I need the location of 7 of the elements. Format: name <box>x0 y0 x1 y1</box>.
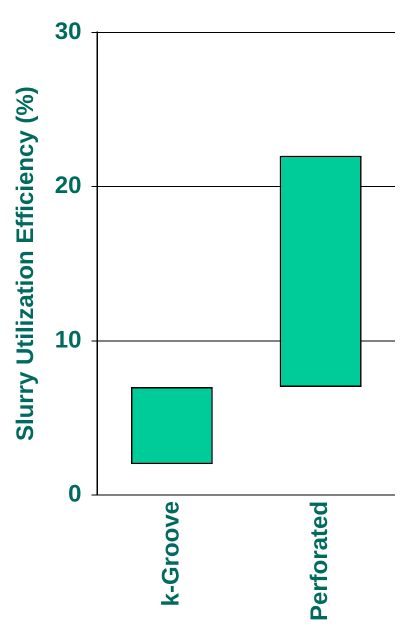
y-tick-label: 0 <box>68 480 82 508</box>
y-tick-label: 20 <box>54 172 82 200</box>
x-tick-label: k-Groove <box>157 500 184 606</box>
y-tick-label: 30 <box>54 18 82 46</box>
y-tick-label: 10 <box>54 326 82 354</box>
x-tick-label: Perforated <box>306 500 334 622</box>
y-axis-title: Slurry Utilization Efficiency (%) <box>12 86 40 442</box>
